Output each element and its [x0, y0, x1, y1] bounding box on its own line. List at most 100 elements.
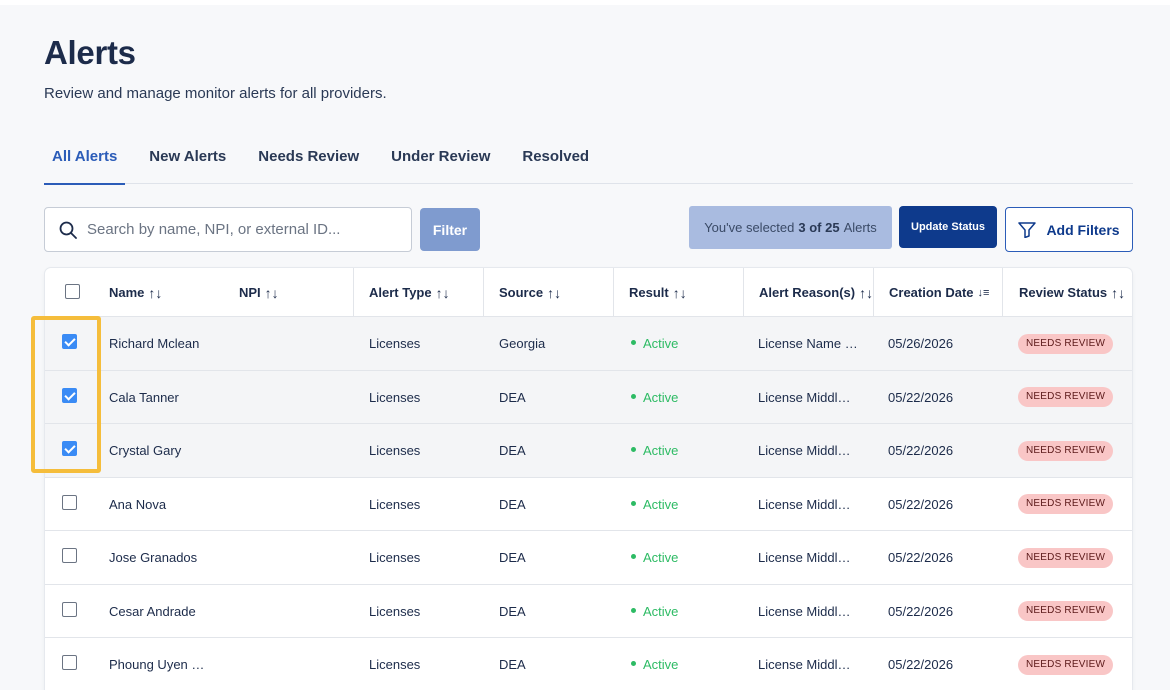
cell-npi: [239, 638, 349, 690]
row-checkbox[interactable]: [62, 548, 77, 563]
cell-creation-date: 05/26/2026: [888, 336, 954, 351]
cell-review-status: NEEDS REVIEW: [1018, 531, 1128, 584]
table-row[interactable]: Cala Tanner Licenses DEA Active License Midd…: [45, 370, 1132, 424]
status-dot: [631, 500, 636, 506]
result-text: Active: [643, 603, 679, 619]
column-header-review-status[interactable]: Review Status ↑↓: [1002, 268, 1132, 317]
cell-alert-reason: License Middl…: [758, 443, 851, 458]
sort-icon: ↑↓: [547, 284, 562, 301]
cell-result: Active: [631, 424, 741, 477]
tab-resolved[interactable]: Resolved: [522, 148, 590, 165]
page-title: Alerts: [44, 34, 136, 71]
tab-needs-review[interactable]: Needs Review: [258, 148, 360, 165]
column-header-source[interactable]: Source ↑↓: [483, 268, 613, 317]
search-input[interactable]: [87, 221, 387, 238]
cell-alert-reason: License Middl…: [758, 603, 851, 619]
result-text: Active: [643, 657, 679, 672]
cell-alert-type: Licenses: [369, 336, 421, 351]
cell-name: Cesar Andrade: [109, 603, 196, 619]
column-header-label: Alert Reason(s): [759, 285, 856, 300]
table-header: Name ↑↓ NPI ↑↓ Alert Type ↑↓ Source ↑↓ Resul…: [45, 268, 1132, 317]
tab-new-alerts[interactable]: New Alerts: [149, 148, 227, 165]
table-row[interactable]: Phoung Uyen … Licenses DEA Active License Mi…: [45, 638, 1132, 690]
search-icon: [59, 221, 77, 239]
table-row[interactable]: Cesar Andrade Licenses DEA Active License Mi…: [45, 585, 1132, 638]
row-checkbox[interactable]: [62, 387, 77, 403]
column-header-alert-type[interactable]: Alert Type ↑↓: [353, 268, 483, 317]
column-header-alert-reasons[interactable]: Alert Reason(s) ↑↓: [743, 268, 873, 317]
cell-review-status: NEEDS REVIEW: [1018, 371, 1128, 424]
row-checkbox[interactable]: [62, 441, 77, 456]
status-dot: [631, 393, 636, 399]
column-header-label: NPI: [239, 285, 261, 300]
cell-npi: [239, 424, 349, 477]
cell-alert-type: Licenses: [369, 603, 421, 619]
cell-review-status: NEEDS REVIEW: [1018, 424, 1128, 477]
cell-source: DEA: [499, 603, 526, 619]
sort-icon: ↑↓: [859, 284, 874, 301]
cell-alert-type: Licenses: [369, 496, 421, 512]
update-status-button[interactable]: Update Status: [899, 206, 997, 248]
result-text: Active: [643, 550, 679, 565]
cell-creation-date: 05/22/2026: [888, 389, 954, 405]
filter-button[interactable]: Filter: [420, 208, 480, 251]
cell-source: DEA: [499, 443, 526, 458]
column-header-label: Alert Type: [369, 285, 432, 300]
alert-tabs: All Alerts New Alerts Needs Review Under…: [44, 140, 1133, 185]
page-subtitle: Review and manage monitor alerts for all…: [44, 85, 387, 102]
cell-name: Crystal Gary: [109, 443, 182, 458]
row-checkbox[interactable]: [62, 334, 77, 349]
row-checkbox[interactable]: [62, 655, 77, 670]
status-badge: NEEDS REVIEW: [1018, 601, 1114, 621]
column-header-label: Source: [499, 285, 544, 300]
column-header-label: Creation Date: [889, 285, 974, 300]
cell-npi: [239, 317, 349, 370]
column-header-creation-date[interactable]: Creation Date ↓≡: [873, 268, 1002, 317]
cell-alert-type: Licenses: [369, 657, 421, 672]
cell-review-status: NEEDS REVIEW: [1018, 478, 1128, 531]
row-checkbox[interactable]: [62, 601, 77, 617]
tab-all-alerts[interactable]: All Alerts: [44, 140, 126, 185]
cell-result: Active: [631, 478, 741, 531]
cell-npi: [239, 478, 349, 531]
sort-desc-icon: ↓≡: [977, 286, 990, 299]
cell-alert-reason: License Middl…: [758, 389, 851, 405]
alerts-table: Name ↑↓ NPI ↑↓ Alert Type ↑↓ Source ↑↓ Resul…: [45, 268, 1132, 690]
add-filters-button[interactable]: Add Filters: [1005, 207, 1133, 252]
cell-result: Active: [631, 371, 741, 424]
cell-review-status: NEEDS REVIEW: [1018, 317, 1128, 370]
table-row[interactable]: Ana Nova Licenses DEA Active License Middl… 0…: [45, 478, 1132, 531]
status-dot: [631, 607, 636, 613]
column-header-name[interactable]: Name ↑↓: [109, 268, 219, 317]
cell-name: Phoung Uyen …: [109, 657, 205, 672]
search-box[interactable]: [44, 207, 412, 252]
sort-icon: ↑↓: [1111, 284, 1126, 301]
add-filters-label: Add Filters: [1046, 221, 1120, 238]
funnel-icon: [1018, 221, 1037, 238]
table-row[interactable]: Jose Granados Licenses DEA Active License Mi…: [45, 531, 1132, 585]
table-row[interactable]: Crystal Gary Licenses DEA Active License Mid…: [45, 424, 1132, 478]
cell-alert-reason: License Middl…: [758, 657, 851, 672]
cell-npi: [239, 531, 349, 584]
selection-suffix: Alerts: [843, 220, 877, 235]
cell-npi: [239, 585, 349, 638]
column-header-npi[interactable]: NPI ↑↓: [239, 268, 353, 317]
cell-source: DEA: [499, 496, 526, 512]
result-text: Active: [643, 389, 679, 405]
table-row[interactable]: Richard Mclean Licenses Georgia Active Licen…: [45, 317, 1132, 371]
column-header-label: Name: [109, 285, 145, 300]
cell-alert-type: Licenses: [369, 389, 421, 405]
row-checkbox[interactable]: [62, 494, 77, 510]
select-all-checkbox[interactable]: [65, 284, 80, 299]
cell-result: Active: [631, 317, 741, 370]
top-strip: [0, 0, 1170, 5]
sort-icon: ↑↓: [148, 284, 163, 301]
tab-under-review[interactable]: Under Review: [391, 148, 491, 165]
cell-creation-date: 05/22/2026: [888, 496, 954, 512]
selection-prefix: You've selected: [704, 220, 795, 235]
cell-source: DEA: [499, 389, 526, 405]
column-header-result[interactable]: Result ↑↓: [613, 268, 743, 317]
cell-name: Ana Nova: [109, 496, 167, 512]
status-dot: [631, 554, 636, 559]
status-dot: [631, 661, 636, 666]
